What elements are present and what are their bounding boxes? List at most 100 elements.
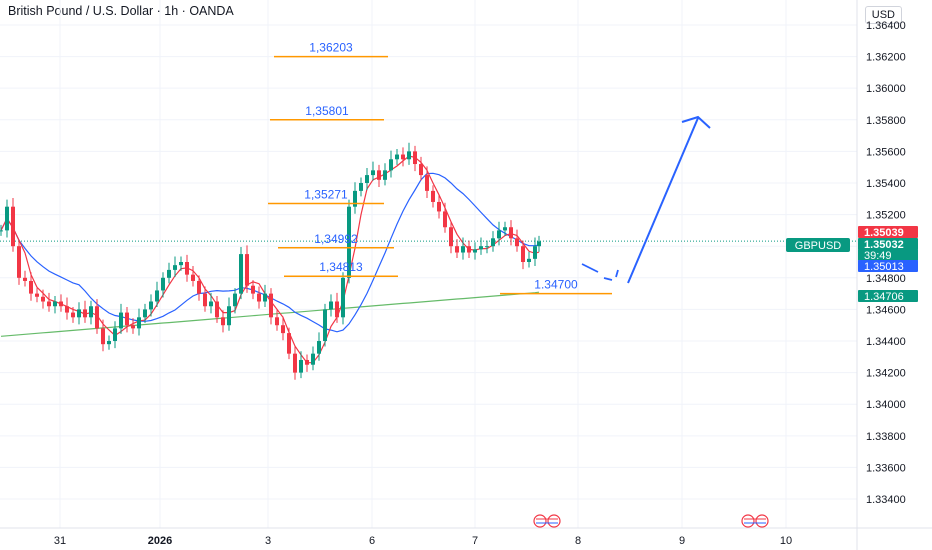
- candle-body: [419, 164, 423, 176]
- candle-body: [71, 312, 75, 318]
- y-tick-label: 1.34600: [866, 304, 906, 316]
- candle-body: [155, 290, 159, 302]
- y-tick-label: 1.36200: [866, 52, 906, 64]
- price-badge: [858, 260, 918, 272]
- y-tick-label: 1.34200: [866, 368, 906, 380]
- candle-body: [257, 293, 261, 302]
- candle-body: [113, 328, 117, 342]
- candle-body: [425, 175, 429, 191]
- candle-body: [341, 277, 345, 318]
- time-axis: 31 2026 3 6 7 8 9 10: [54, 535, 792, 547]
- candle-body: [383, 170, 387, 180]
- candle-body: [365, 175, 369, 183]
- candle-body: [137, 317, 141, 329]
- level-label: 1,34813: [319, 260, 363, 274]
- event-flag-icon: [741, 514, 769, 528]
- x-tick-label: 31: [54, 535, 66, 547]
- price-badge: [858, 238, 918, 250]
- candle-body: [239, 254, 243, 294]
- y-tick-label: 1.36400: [866, 20, 906, 32]
- candle-body: [53, 301, 57, 307]
- candle-body: [41, 296, 45, 302]
- x-tick-label: 3: [265, 535, 271, 547]
- price-badge: [858, 290, 918, 302]
- candlesticks: [0, 142, 541, 380]
- candle-body: [467, 246, 471, 253]
- candle-body: [497, 230, 501, 239]
- candle-body: [263, 293, 267, 302]
- y-tick-label: 1.34400: [866, 336, 906, 348]
- candle-body: [389, 159, 393, 171]
- candle-body: [371, 170, 375, 176]
- candle-body: [281, 325, 285, 334]
- candle-body: [353, 190, 357, 207]
- candle-body: [521, 246, 525, 262]
- candle-body: [77, 309, 81, 318]
- candle-body: [359, 182, 363, 191]
- price-badge-text: 1.35032: [864, 239, 904, 251]
- candle-body: [161, 277, 165, 291]
- candle-body: [503, 227, 507, 231]
- candle-body: [251, 285, 255, 294]
- candle-body: [413, 151, 417, 165]
- candle-body: [317, 341, 321, 354]
- candle-body: [119, 312, 123, 329]
- candle-body: [269, 293, 273, 318]
- candle-body: [89, 306, 93, 318]
- candle-body: [107, 341, 111, 345]
- currency-label[interactable]: USD: [864, 6, 902, 24]
- candle-body: [47, 301, 51, 307]
- candle-body: [515, 238, 519, 247]
- symbol-badge: [786, 238, 850, 252]
- candle-body: [143, 309, 147, 318]
- candle-body: [245, 254, 249, 286]
- candle-body: [83, 309, 87, 318]
- candle-body: [443, 211, 447, 228]
- candle-body: [65, 306, 69, 313]
- candle-body: [537, 241, 541, 247]
- candle-body: [131, 325, 135, 329]
- candle-body: [455, 246, 459, 253]
- candle-body: [173, 265, 177, 270]
- price-badge-text: 1.34706: [864, 291, 904, 303]
- candle-body: [197, 280, 201, 294]
- candle-body: [179, 262, 183, 266]
- candle-body: [0, 230, 3, 232]
- candle-body: [407, 151, 411, 160]
- candle-body: [347, 206, 351, 278]
- y-tick-label: 1.35200: [866, 210, 906, 222]
- event-markers: [533, 514, 769, 528]
- candle-body: [323, 309, 327, 342]
- y-tick-label: 1.34000: [866, 399, 906, 411]
- candle-body: [299, 359, 303, 373]
- level-label: 1,36203: [309, 41, 353, 55]
- candle-body: [473, 249, 477, 253]
- candle-body: [17, 246, 21, 278]
- candle-body: [509, 227, 513, 239]
- y-tick-label: 1.35800: [866, 115, 906, 127]
- event-flag-icon: [533, 514, 561, 528]
- candle-body: [233, 293, 237, 307]
- price-badge: [858, 249, 918, 261]
- candle-body: [23, 277, 27, 281]
- candle-body: [437, 201, 441, 212]
- x-tick-label: 8: [575, 535, 581, 547]
- candle-body: [335, 301, 339, 318]
- y-tick-label: 1.33400: [866, 494, 906, 506]
- chart-title: British Pound / U.S. Dollar · 1h · OANDA: [8, 4, 234, 18]
- candle-body: [215, 301, 219, 318]
- candle-body: [59, 301, 63, 307]
- flag-circle: [741, 514, 755, 528]
- candle-body: [479, 246, 483, 250]
- y-tick-label: 1.36000: [866, 83, 906, 95]
- x-tick-label: 2026: [148, 535, 172, 547]
- candle-body: [533, 246, 537, 259]
- price-badge-text: 1.35013: [864, 261, 904, 273]
- x-tick-label: 7: [472, 535, 478, 547]
- candle-body: [185, 262, 189, 275]
- candle-body: [221, 317, 225, 326]
- candle-body: [125, 312, 129, 326]
- candle-body: [227, 306, 231, 326]
- y-tick-label: 1.33800: [866, 431, 906, 443]
